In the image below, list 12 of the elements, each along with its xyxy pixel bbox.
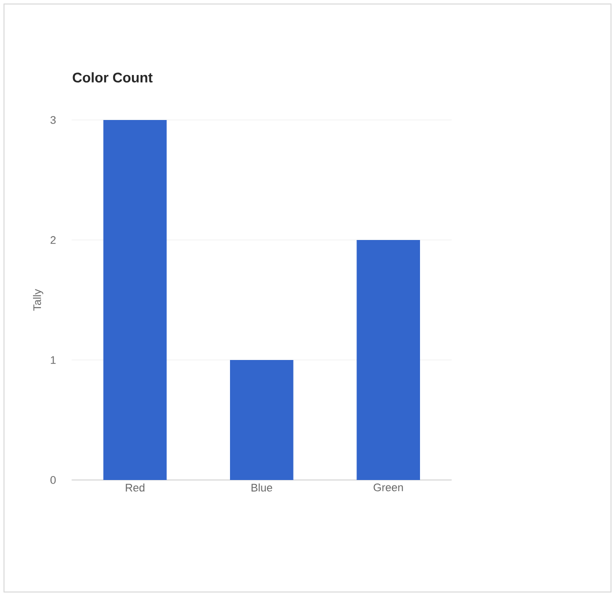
y-tick-label: 2 xyxy=(50,236,56,244)
x-tick-label: Green xyxy=(374,484,403,492)
y-tick-label: 0 xyxy=(50,476,56,484)
y-tick-label: 3 xyxy=(50,116,56,124)
bar xyxy=(103,120,167,480)
bar xyxy=(356,240,420,480)
y-tick-label: 1 xyxy=(50,356,56,364)
x-tick-label: Red xyxy=(126,484,144,492)
x-tick-label: Blue xyxy=(252,484,272,492)
chart-title: Color Count xyxy=(72,72,153,82)
y-axis-title: Tally xyxy=(33,289,44,311)
bar xyxy=(230,360,294,480)
